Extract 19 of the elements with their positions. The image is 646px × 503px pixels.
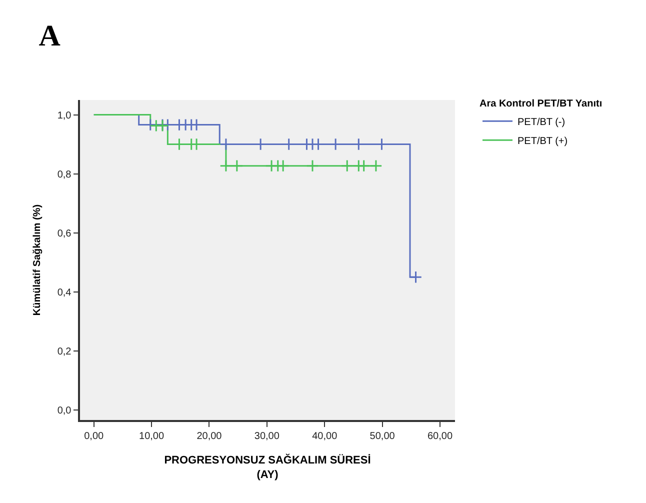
x-tick-label: 60,00 — [427, 430, 453, 442]
x-tick-label: 40,00 — [312, 430, 338, 442]
y-tick-label: 0,8 — [57, 169, 72, 180]
legend-title: Ara Kontrol PET/BT Yanıtı — [480, 98, 602, 110]
y-tick-label: 0,4 — [57, 287, 72, 298]
y-tick-label: 1,0 — [57, 110, 72, 122]
y-axis-title: Kümülatif Sağkalım (%) — [32, 204, 43, 316]
x-tick-label: 50,00 — [370, 430, 396, 442]
x-tick-label: 20,00 — [196, 430, 222, 442]
legend-label: PET/BT (+) — [518, 136, 568, 147]
y-tick-label: 0,2 — [57, 346, 72, 358]
x-axis-title: PROGRESYONSUZ SAĞKALIM SÜRESİ (AY) — [164, 453, 371, 481]
y-tick-label: 0,6 — [57, 228, 72, 240]
y-tick-label: 0,0 — [57, 405, 72, 416]
x-tick-label: 0,00 — [84, 430, 104, 442]
x-tick-label: 30,00 — [254, 430, 280, 442]
legend-label: PET/BT (-) — [518, 117, 566, 128]
x-tick-label: 10,00 — [139, 430, 164, 442]
chart-title: A — [38, 20, 61, 53]
